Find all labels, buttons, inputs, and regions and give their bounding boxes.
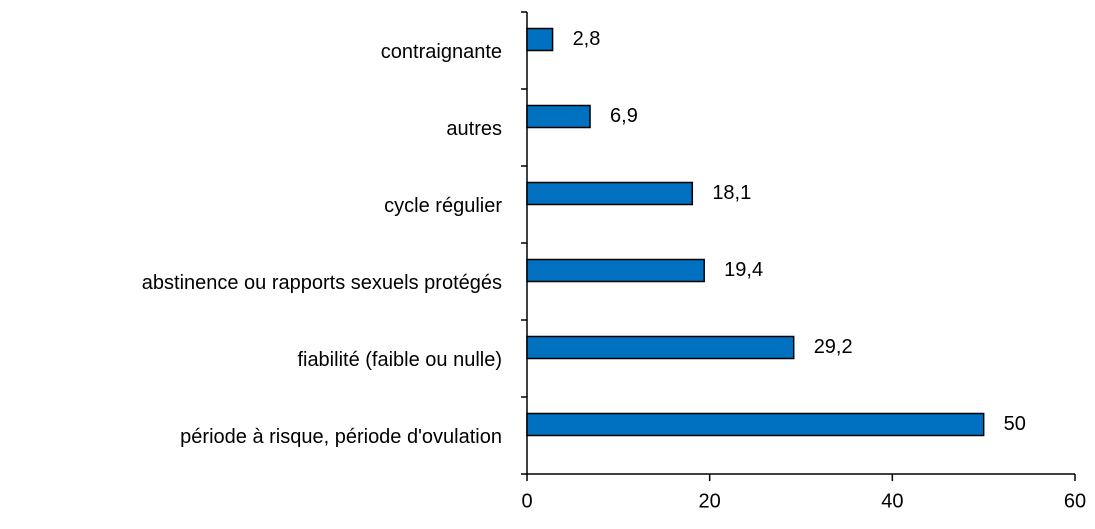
- y-tick-label: abstinence ou rapports sexuels protégés: [142, 272, 502, 294]
- value-label: 6,9: [610, 105, 638, 127]
- y-tick-label: contraignante: [381, 41, 502, 63]
- bar: [526, 104, 591, 129]
- y-tick-label: fiabilité (faible ou nulle): [297, 349, 502, 371]
- y-tick-label: période à risque, période d'ovulation: [180, 426, 502, 448]
- x-tick-label: 20: [699, 490, 721, 512]
- value-label: 50: [1004, 413, 1026, 435]
- bar: [526, 335, 795, 360]
- value-label: 19,4: [724, 259, 763, 281]
- value-label: 2,8: [573, 28, 601, 50]
- x-tick-label: 0: [521, 490, 532, 512]
- bar: [526, 27, 554, 52]
- value-label: 18,1: [712, 182, 751, 204]
- y-tick-label: autres: [446, 118, 502, 140]
- x-tick-label: 60: [1064, 490, 1086, 512]
- x-tick-label: 40: [881, 490, 903, 512]
- value-label: 29,2: [814, 336, 853, 358]
- bar: [526, 181, 694, 206]
- bar: [526, 258, 705, 283]
- bar: [526, 412, 985, 437]
- y-tick-label: cycle régulier: [384, 195, 502, 217]
